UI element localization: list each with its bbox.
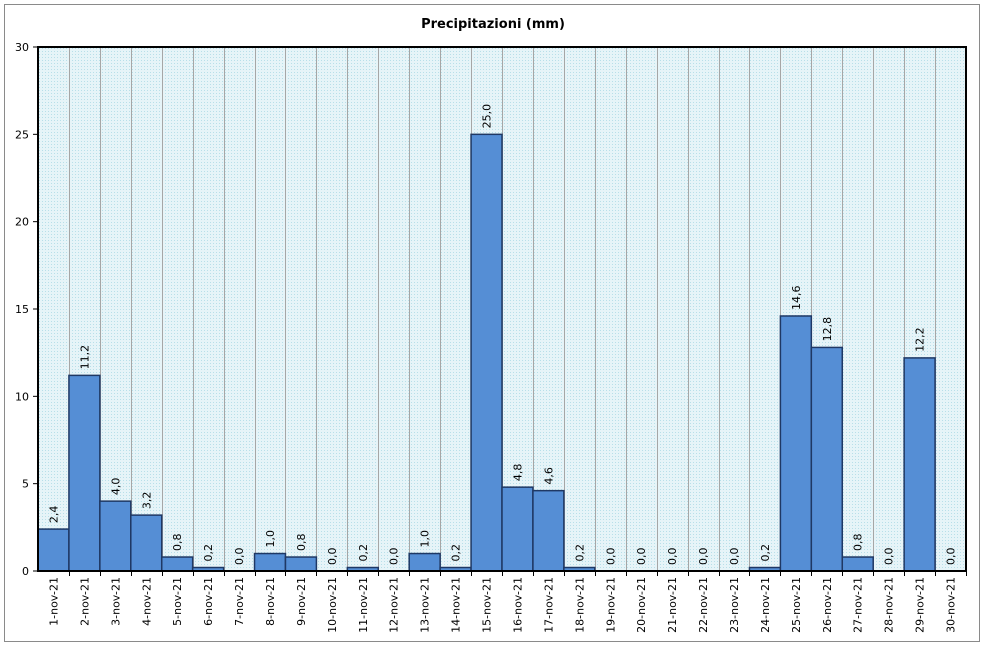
x-tick-label: 12-nov-21 xyxy=(388,577,401,633)
data-label: 4,6 xyxy=(542,467,555,485)
data-label: 4,0 xyxy=(109,478,122,496)
x-tick-label: 6-nov-21 xyxy=(202,577,215,626)
data-label: 12,8 xyxy=(821,317,834,342)
y-tick-label: 15 xyxy=(15,303,29,316)
bar-3-nov-21 xyxy=(99,500,132,572)
bar-13-nov-21 xyxy=(408,552,441,572)
y-tick-label: 20 xyxy=(15,216,29,229)
x-tick-label: 30-nov-21 xyxy=(945,577,958,633)
x-tick-label: 16-nov-21 xyxy=(511,577,524,633)
bar-29-nov-21 xyxy=(903,357,936,572)
bar-16-nov-21 xyxy=(501,486,534,572)
x-tick-label: 27-nov-21 xyxy=(852,577,865,633)
x-tick-label: 22-nov-21 xyxy=(697,577,710,633)
x-tick-label: 28-nov-21 xyxy=(883,577,896,633)
data-label: 0,8 xyxy=(295,534,308,552)
data-label: 0,8 xyxy=(171,534,184,552)
x-tick-label: 20-nov-21 xyxy=(635,577,648,633)
data-label: 14,6 xyxy=(790,285,803,310)
data-label: 0,0 xyxy=(945,548,958,566)
x-tick-label: 11-nov-21 xyxy=(357,577,370,633)
x-tick-label: 26-nov-21 xyxy=(821,577,834,633)
data-label: 0,0 xyxy=(666,548,679,566)
bar-1-nov-21 xyxy=(37,528,70,572)
data-label: 0,0 xyxy=(326,548,339,566)
data-label: 0,0 xyxy=(728,548,741,566)
x-tick-label: 8-nov-21 xyxy=(264,577,277,626)
data-label: 4,8 xyxy=(511,464,524,482)
y-tick-label: 30 xyxy=(15,41,29,54)
bar-17-nov-21 xyxy=(532,489,565,572)
chart-title: Precipitazioni (mm) xyxy=(421,17,565,32)
data-label: 0,2 xyxy=(450,544,463,562)
data-label: 1,0 xyxy=(419,530,432,548)
x-tick-label: 5-nov-21 xyxy=(171,577,184,626)
data-label: 3,2 xyxy=(140,492,153,510)
data-label: 1,0 xyxy=(264,530,277,548)
bar-5-nov-21 xyxy=(160,556,194,572)
data-label: 0,8 xyxy=(852,534,865,552)
x-tick-label: 21-nov-21 xyxy=(666,577,679,633)
data-label: 0,2 xyxy=(759,544,772,562)
bar-27-nov-21 xyxy=(841,556,874,572)
bar-8-nov-21 xyxy=(253,552,287,572)
data-label: 0,0 xyxy=(697,548,710,566)
data-label: 0,0 xyxy=(388,548,401,566)
x-tick-label: 4-nov-21 xyxy=(140,577,153,626)
data-label: 12,2 xyxy=(914,327,927,352)
x-tick-label: 3-nov-21 xyxy=(109,577,122,626)
data-label: 2,4 xyxy=(47,506,60,524)
x-tick-label: 14-nov-21 xyxy=(450,577,463,633)
x-tick-label: 13-nov-21 xyxy=(419,577,432,633)
x-tick-label: 10-nov-21 xyxy=(326,577,339,633)
data-label: 0,0 xyxy=(883,548,896,566)
x-tick-label: 18-nov-21 xyxy=(573,577,586,633)
y-tick-label: 10 xyxy=(15,390,29,403)
bar-9-nov-21 xyxy=(284,556,318,572)
x-tick-label: 29-nov-21 xyxy=(914,577,927,633)
x-tick-label: 19-nov-21 xyxy=(604,577,617,633)
data-label: 25,0 xyxy=(481,104,494,129)
data-label: 0,2 xyxy=(202,544,215,562)
data-label: 0,0 xyxy=(233,548,246,566)
bar-4-nov-21 xyxy=(130,514,163,572)
y-tick-label: 5 xyxy=(22,478,29,491)
x-tick-label: 15-nov-21 xyxy=(481,577,494,633)
y-tick-label: 25 xyxy=(15,128,29,141)
x-tick-label: 17-nov-21 xyxy=(542,577,555,633)
bar-25-nov-21 xyxy=(779,315,813,572)
x-tick-label: 1-nov-21 xyxy=(47,577,60,626)
x-tick-label: 9-nov-21 xyxy=(295,577,308,626)
data-label: 0,2 xyxy=(357,544,370,562)
data-label: 0,2 xyxy=(573,544,586,562)
bar-26-nov-21 xyxy=(810,346,844,572)
data-label: 11,2 xyxy=(78,345,91,370)
x-tick-label: 7-nov-21 xyxy=(233,577,246,626)
x-tick-label: 25-nov-21 xyxy=(790,577,803,633)
bar-15-nov-21 xyxy=(470,133,503,572)
y-tick-label: 0 xyxy=(22,565,29,578)
data-label: 0,0 xyxy=(635,548,648,566)
x-tick-label: 24-nov-21 xyxy=(759,577,772,633)
bar-2-nov-21 xyxy=(68,374,101,572)
data-label: 0,0 xyxy=(604,548,617,566)
x-tick-label: 2-nov-21 xyxy=(78,577,91,626)
x-tick-label: 23-nov-21 xyxy=(728,577,741,633)
